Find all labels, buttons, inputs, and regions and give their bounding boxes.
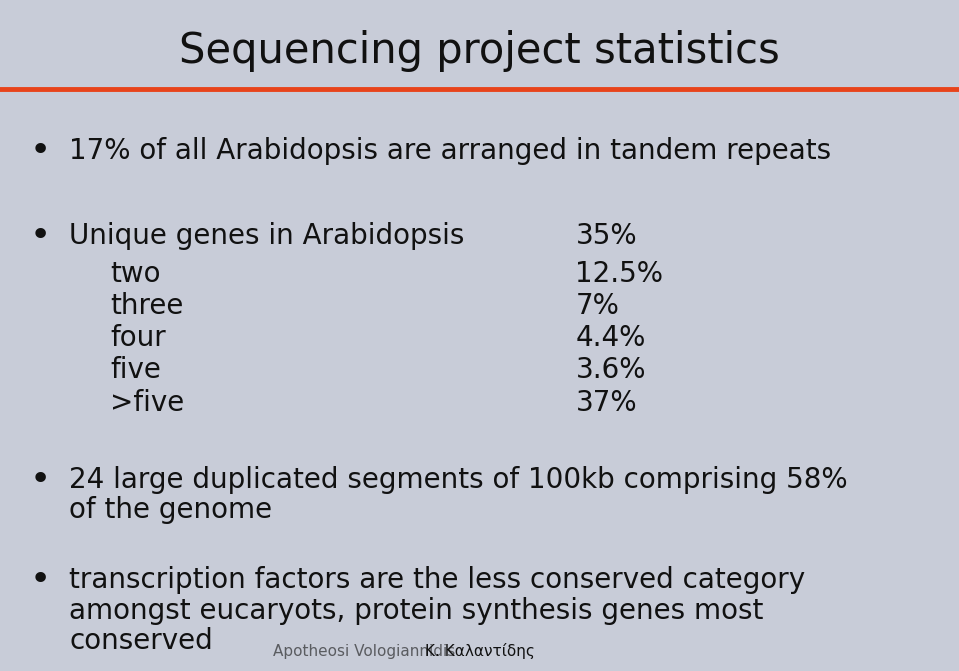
Text: conserved: conserved: [69, 627, 213, 655]
Text: three: three: [110, 292, 184, 320]
Text: K. Καλαντίδης: K. Καλαντίδης: [425, 643, 534, 659]
Text: of the genome: of the genome: [69, 496, 272, 524]
Text: amongst eucaryots, protein synthesis genes most: amongst eucaryots, protein synthesis gen…: [69, 597, 763, 625]
Text: Sequencing project statistics: Sequencing project statistics: [179, 30, 780, 72]
Text: •: •: [30, 463, 51, 497]
Text: transcription factors are the less conserved category: transcription factors are the less conse…: [69, 566, 806, 595]
Text: 3.6%: 3.6%: [575, 356, 646, 384]
Text: 4.4%: 4.4%: [575, 324, 645, 352]
Text: 24 large duplicated segments of 100kb comprising 58%: 24 large duplicated segments of 100kb co…: [69, 466, 848, 494]
Text: Unique genes in Arabidopsis: Unique genes in Arabidopsis: [69, 222, 464, 250]
Text: four: four: [110, 324, 166, 352]
Text: five: five: [110, 356, 161, 384]
Text: Apotheosi Vologiannidis: Apotheosi Vologiannidis: [273, 644, 456, 659]
Text: •: •: [30, 219, 51, 253]
Text: two: two: [110, 260, 161, 288]
Text: 17% of all Arabidopsis are arranged in tandem repeats: 17% of all Arabidopsis are arranged in t…: [69, 137, 831, 165]
Text: >five: >five: [110, 389, 184, 417]
Text: 12.5%: 12.5%: [575, 260, 664, 288]
Text: 37%: 37%: [575, 389, 637, 417]
Text: •: •: [30, 564, 51, 597]
Text: 7%: 7%: [575, 292, 620, 320]
Text: 35%: 35%: [575, 222, 637, 250]
Text: •: •: [30, 134, 51, 168]
